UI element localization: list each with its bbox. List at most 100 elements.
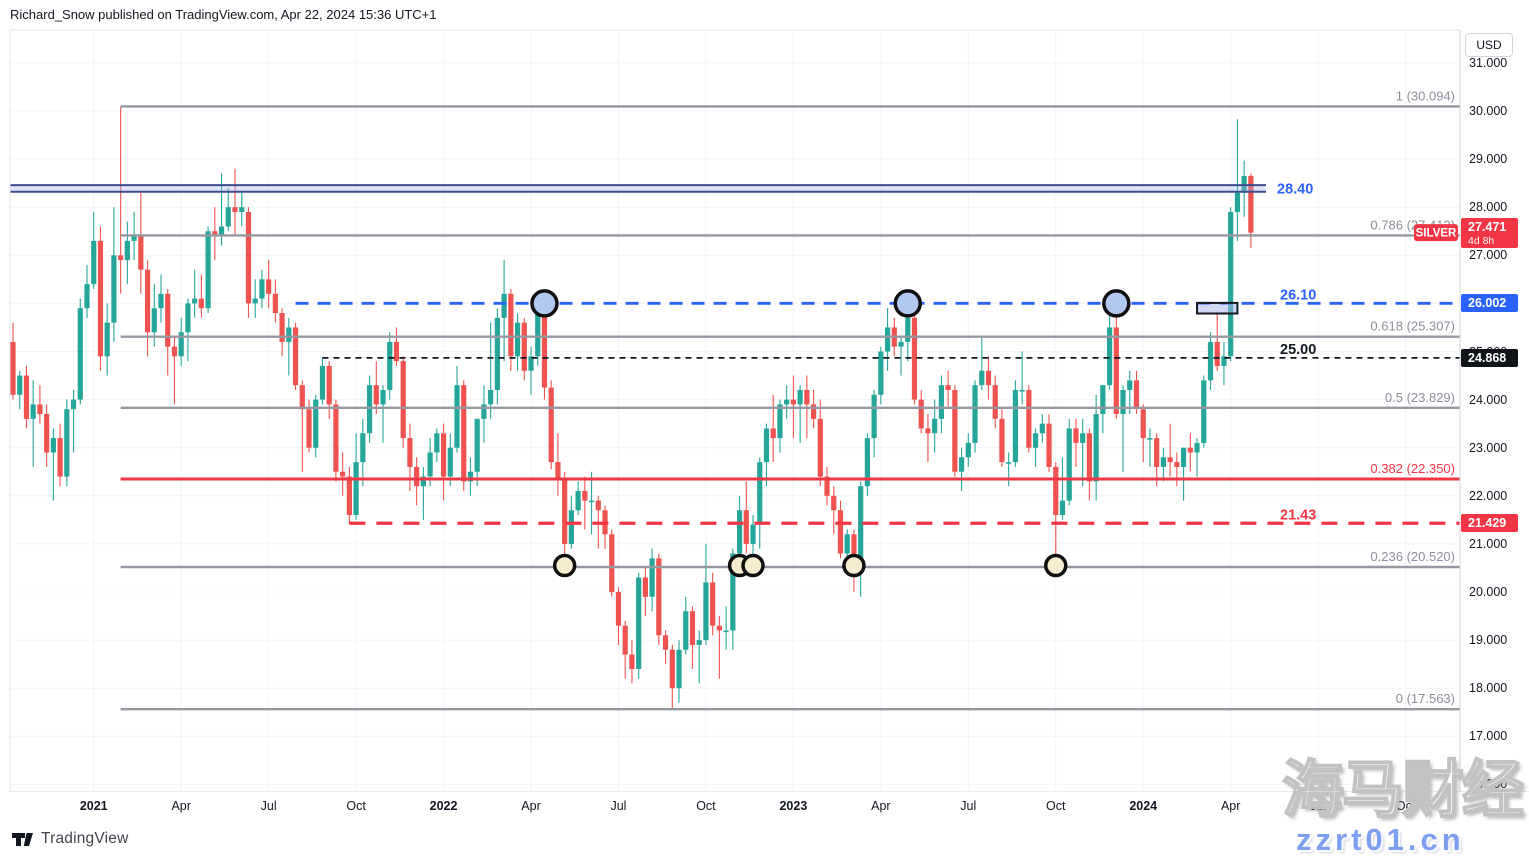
time-tick-label: 2023 — [779, 799, 808, 813]
fib-level-labels: 1 (30.094)0.786 (27.412)0.618 (25.307)0.… — [1370, 88, 1455, 706]
candle-body — [662, 635, 669, 650]
support-touch-circles[interactable] — [1044, 553, 1068, 578]
breakout-box[interactable] — [1196, 301, 1239, 315]
watermark-cjk: 海马财经 — [1281, 756, 1525, 825]
candle-body — [1080, 433, 1086, 443]
support-touch-circles[interactable] — [552, 553, 577, 578]
candle-body — [272, 293, 278, 314]
user-drawings-layer[interactable]: 28.40 26.10 25.00 21.43 — [10, 181, 1460, 578]
candle-body — [878, 351, 884, 395]
candle-body — [1154, 438, 1160, 467]
price-tick-label: 30.000 — [1469, 104, 1508, 118]
candle-body — [91, 240, 97, 285]
candle-body — [313, 399, 319, 448]
resistance-band[interactable] — [10, 185, 1266, 192]
candle-body — [952, 389, 958, 472]
candle-body — [972, 385, 978, 443]
fib-retracement-layer[interactable] — [120, 105, 1460, 711]
fib-level-label: 0.382 (22.350) — [1370, 461, 1455, 476]
time-tick-label: 2024 — [1129, 799, 1158, 813]
candle-body — [770, 428, 776, 439]
candle-body — [1019, 389, 1025, 392]
candle-body — [925, 428, 931, 434]
symbol-price-tag: SILVER — [1414, 224, 1458, 242]
candle-body — [380, 389, 386, 405]
support-touch-circles[interactable] — [741, 553, 765, 578]
time-tick-label: Apr — [871, 799, 891, 813]
candle-body — [1207, 341, 1214, 381]
candle-body — [1167, 457, 1173, 463]
line-price-label: 21.43 — [1280, 507, 1316, 523]
candle-body — [622, 625, 628, 655]
time-tick-label: Oct — [1046, 799, 1066, 813]
candle-body — [279, 313, 285, 342]
candle-body — [447, 447, 453, 477]
candle-body — [299, 385, 305, 410]
support-touch-circles[interactable] — [842, 553, 866, 578]
candle-body — [1214, 341, 1220, 366]
candle-body — [306, 409, 312, 448]
candle-body — [649, 558, 655, 597]
candle-body — [185, 303, 191, 333]
line-price-label: 25.00 — [1280, 342, 1316, 358]
candle-body — [1113, 327, 1119, 415]
candle-body — [198, 298, 204, 309]
candle-body — [474, 418, 480, 472]
resistance-touch-circles[interactable] — [1102, 289, 1131, 318]
candle-body — [1201, 380, 1207, 443]
candle-body — [1053, 466, 1059, 516]
time-tick-label: Oct — [346, 799, 366, 813]
tradingview-logo-icon — [12, 832, 33, 846]
time-tick-label: Apr — [171, 799, 191, 813]
candle-body — [158, 293, 164, 309]
candle-body — [118, 255, 124, 261]
time-tick-label: Jul — [960, 799, 977, 813]
candle-body — [763, 428, 770, 463]
candle-body — [945, 385, 951, 390]
candle-body — [568, 510, 574, 544]
candle-body — [1140, 409, 1146, 439]
candle-body — [1026, 389, 1032, 448]
tradingview-attribution[interactable]: TradingView — [12, 830, 129, 848]
time-tick-label: Oct — [1395, 799, 1416, 813]
candle-body — [1059, 500, 1066, 516]
price-tick-label: 31.000 — [1469, 55, 1508, 70]
time-axis[interactable]: 2021 Apr Jul Oct 2022 Apr Jul Oct 2023 Apr Jul Oct 2… — [0, 792, 1529, 822]
candle-body — [1133, 380, 1140, 410]
price-axis[interactable]: USD 31.00030.00029.00028.00027.00026.000… — [1461, 30, 1529, 822]
candle-body — [723, 630, 729, 633]
candle-body — [804, 389, 810, 405]
candle-body — [165, 293, 171, 347]
candle-body — [131, 236, 137, 241]
candle-body — [440, 433, 447, 477]
resistance-touch-circles[interactable] — [530, 289, 559, 318]
candle-body — [1066, 428, 1072, 501]
candle-body — [218, 226, 225, 237]
candle-body — [414, 466, 420, 487]
currency-button[interactable]: USD — [1465, 33, 1513, 57]
candle-body — [30, 404, 36, 419]
price-axis-tag: 24.868 — [1461, 348, 1518, 367]
candle-body — [1006, 462, 1012, 464]
candle-body — [1100, 385, 1106, 415]
price-tick-label: 19.000 — [1469, 633, 1508, 648]
candle-body — [225, 207, 231, 227]
candle-body — [232, 207, 238, 213]
candle-body — [178, 332, 184, 357]
candle-body — [911, 317, 918, 400]
candle-body — [541, 308, 548, 388]
candle-body — [434, 433, 440, 453]
candle-body — [1187, 447, 1193, 453]
watermark-url: zzrt01.cn — [1296, 822, 1465, 857]
candle-body — [810, 404, 817, 419]
price-tick-label: 28.000 — [1469, 200, 1508, 215]
candle-body — [609, 534, 615, 592]
price-tick-label: 20.000 — [1469, 585, 1508, 599]
candle-body — [239, 207, 245, 213]
price-tick-label: 23.000 — [1469, 440, 1508, 455]
resistance-touch-circles[interactable] — [893, 289, 923, 318]
candle-body — [743, 510, 749, 544]
time-tick-label: Jul — [1310, 799, 1327, 813]
